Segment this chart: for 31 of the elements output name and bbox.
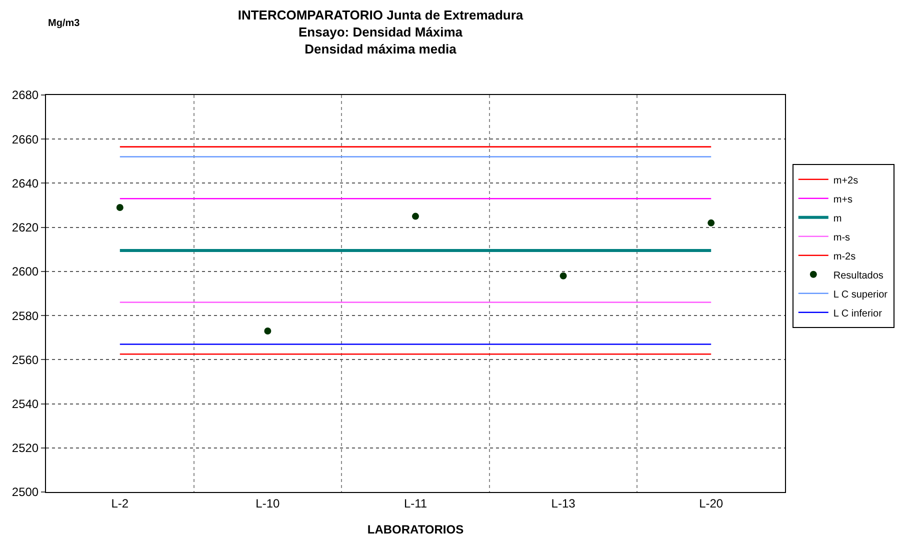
y-tick-label: 2500 [12,485,39,500]
x-axis-title: LABORATORIOS [367,522,464,536]
x-tick-label: L-2 [111,496,129,510]
legend-label: m+2s [833,175,858,186]
y-tick-label: 2520 [12,441,39,456]
legend-label: m+s [833,194,853,206]
y-tick-label: 2620 [12,220,39,235]
point [708,219,715,226]
legend-label: m-s [833,232,850,244]
y-tick-label: 2600 [12,264,39,279]
point [264,327,272,334]
text: Mg/m3 [48,18,80,29]
x-tick-label: L-11 [404,496,428,510]
legend-label: m-2s [833,251,856,262]
y-tick-label: 2580 [12,308,39,323]
point [412,212,419,220]
y-tick-label: 2680 [12,88,39,102]
legend-label: L C superior [833,289,888,300]
y-tick-label: 2660 [12,132,39,146]
y-tick-label: 2560 [12,352,39,367]
y-tick-label: 2640 [12,176,39,190]
legend-label: L C inferior [833,308,883,320]
x-tick-label: L-13 [551,496,576,510]
x-tick-label: L-20 [699,496,724,510]
point [560,272,567,280]
point [116,204,124,211]
y-tick-label: 2540 [12,396,39,411]
chart-title: INTERCOMPARATORIO Junta de Extremadura Ensayo: Densidad Máxima Densidad máxima media [238,7,524,56]
legend-label: m [833,213,842,224]
x-tick-label: L-10 [256,496,280,510]
legend-label: Resultados [833,270,884,282]
